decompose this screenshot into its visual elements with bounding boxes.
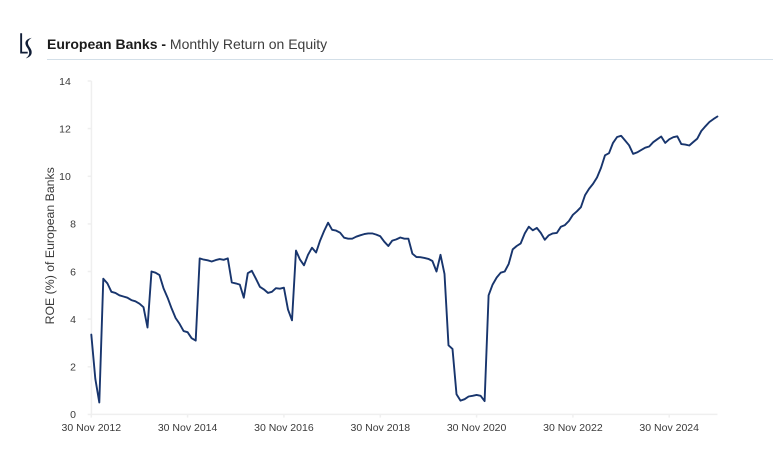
- svg-text:30 Nov 2020: 30 Nov 2020: [447, 422, 507, 434]
- svg-text:14: 14: [59, 76, 71, 88]
- svg-text:12: 12: [59, 123, 71, 135]
- svg-text:30 Nov 2024: 30 Nov 2024: [639, 422, 699, 434]
- svg-text:30 Nov 2014: 30 Nov 2014: [158, 422, 218, 434]
- svg-text:6: 6: [70, 266, 76, 278]
- svg-text:30 Nov 2016: 30 Nov 2016: [254, 422, 314, 434]
- svg-text:0: 0: [70, 409, 76, 421]
- svg-text:4: 4: [70, 314, 76, 326]
- svg-text:30 Nov 2022: 30 Nov 2022: [543, 422, 603, 434]
- svg-text:30 Nov 2018: 30 Nov 2018: [351, 422, 411, 434]
- svg-text:30 Nov 2012: 30 Nov 2012: [62, 422, 122, 434]
- svg-text:2: 2: [70, 362, 76, 374]
- svg-text:ROE (%) of European Banks: ROE (%) of European Banks: [43, 167, 57, 324]
- svg-text:8: 8: [70, 219, 76, 231]
- svg-text:10: 10: [59, 171, 71, 183]
